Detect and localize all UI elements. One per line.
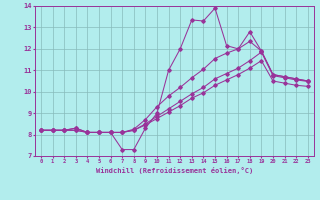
X-axis label: Windchill (Refroidissement éolien,°C): Windchill (Refroidissement éolien,°C) — [96, 167, 253, 174]
